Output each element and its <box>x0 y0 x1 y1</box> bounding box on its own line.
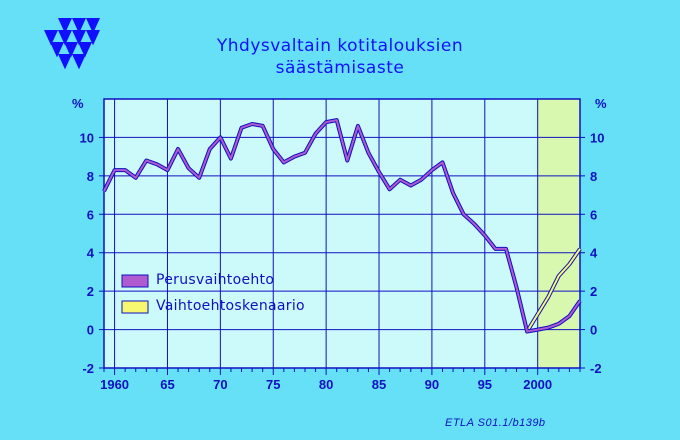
x-tick-label: 90 <box>425 377 439 392</box>
chart-title-line2: säästämisaste <box>275 58 405 78</box>
etla-logo-icon <box>44 18 100 70</box>
y-tick-label-right: 4 <box>590 246 598 261</box>
y-unit-left: % <box>72 96 84 111</box>
logo-triangle <box>86 30 100 46</box>
y-tick-label-right: 10 <box>590 130 604 145</box>
y-tick-label-right: 6 <box>590 207 597 222</box>
y-tick-label-left: 10 <box>80 130 94 145</box>
source-note: ETLA S01.1/b139b <box>445 417 546 429</box>
chart-title-line1: Yhdysvaltain kotitalouksien <box>216 36 464 56</box>
series-line <box>526 248 581 333</box>
logo-triangle <box>58 30 72 46</box>
y-tick-label-right: 8 <box>590 169 597 184</box>
x-tick-label: 70 <box>213 377 227 392</box>
x-tick-label: 65 <box>160 377 174 392</box>
y-tick-label-left: 6 <box>87 207 94 222</box>
x-tick-label: 1960 <box>100 377 129 392</box>
legend-swatch-alt <box>121 300 149 314</box>
series-layer <box>102 118 582 334</box>
y-tick-label-right: 2 <box>590 284 597 299</box>
y-tick-label-right: -2 <box>590 361 602 376</box>
legend-swatch-base <box>121 274 149 288</box>
x-tick-label: 95 <box>478 377 492 392</box>
y-tick-label-left: -2 <box>82 361 94 376</box>
logo-triangle <box>64 42 78 58</box>
series-line <box>103 119 581 333</box>
x-tick-label: 85 <box>372 377 386 392</box>
x-tick-label: 75 <box>266 377 280 392</box>
x-tick-label: 2000 <box>523 377 552 392</box>
logo-triangle <box>86 18 100 34</box>
y-tick-label-left: 2 <box>87 284 94 299</box>
y-tick-label-right: 0 <box>590 323 597 338</box>
y-tick-label-left: 8 <box>87 169 94 184</box>
logo-triangle <box>58 18 72 34</box>
logo-triangle <box>72 30 86 46</box>
y-unit-right: % <box>595 96 607 111</box>
logo-triangle <box>44 30 58 46</box>
y-tick-label-left: 4 <box>87 246 95 261</box>
logo-triangle <box>72 54 86 70</box>
legend <box>121 274 149 314</box>
logo-triangle <box>58 54 72 70</box>
plot-frame <box>103 98 581 369</box>
axis-ticks: -2 -2 0 0 2 2 4 4 6 6 8 8 10 10 1960 65 70 75 80 85 90 95 2000 <box>80 130 605 392</box>
logo-triangle <box>50 42 64 58</box>
x-tick-label: 80 <box>319 377 333 392</box>
y-tick-label-left: 0 <box>87 323 94 338</box>
legend-label-base: Perusvaihtoehto <box>156 272 275 288</box>
logo-triangle <box>78 42 92 58</box>
legend-label-alt: Vaihtoehtoskenaario <box>156 298 305 314</box>
logo-triangle <box>72 18 86 34</box>
